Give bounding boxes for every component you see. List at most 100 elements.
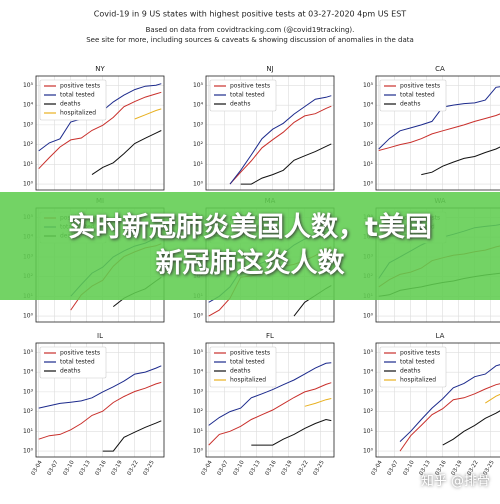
legend-label: hospitalized [60,110,96,117]
y-tick-label: 10⁵ [363,349,374,356]
chart-title: LA [436,332,445,340]
x-tick-label: 03-16 [95,459,108,476]
chart-title: CA [435,65,445,73]
legend-label: deaths [230,368,250,375]
chart-title: NY [95,65,105,73]
y-tick-label: 10³ [193,388,204,395]
y-tick-label: 10⁴ [193,369,204,376]
series-line [304,398,332,407]
y-tick-label: 10⁰ [23,448,34,455]
series-line [102,420,162,452]
plot-frame [375,342,500,458]
y-tick-label: 10⁰ [193,313,204,320]
y-tick-label: 10⁰ [193,181,204,188]
figure-subtitle: See site for more, including sources & c… [86,36,414,44]
legend-label: total tested [230,359,265,366]
legend-label: deaths [400,101,420,108]
x-tick-label: 03-07 [387,459,400,476]
x-tick-label: 03-07 [217,459,230,476]
y-tick-label: 10⁴ [23,102,34,109]
y-tick-label: 10¹ [363,428,374,435]
y-tick-label: 10⁰ [363,313,374,320]
legend-label: positive tests [60,83,100,90]
legend-box [209,346,277,388]
series-line [399,364,500,442]
y-tick-label: 10⁰ [363,181,374,188]
y-tick-label: 10⁰ [193,448,204,455]
figure-title: Covid-19 in 9 US states with highest pos… [94,10,407,19]
series-line [421,146,500,176]
series-line [240,143,332,185]
series-line [229,105,332,185]
y-tick-label: 10¹ [363,161,374,168]
series-line [378,113,500,151]
y-tick-label: 10¹ [23,428,34,435]
chart-title: IL [97,332,103,340]
legend-label: total tested [60,359,95,366]
y-tick-label: 10³ [363,121,374,128]
legend-label: deaths [230,101,250,108]
x-tick-label: 03-19 [281,459,294,476]
y-tick-label: 10³ [363,388,374,395]
y-tick-label: 10⁰ [23,181,34,188]
legend-label: hospitalized [400,377,436,384]
legend-label: hospitalized [230,377,266,384]
plot-frame [35,75,165,191]
y-tick-label: 10⁴ [23,369,34,376]
x-tick-label: 03-04 [371,459,384,476]
y-tick-label: 10² [363,408,374,415]
y-tick-label: 10⁵ [23,349,34,356]
x-tick-label: 03-22 [127,460,140,477]
x-tick-label: 03-04 [201,459,214,476]
legend-label: total tested [400,92,435,99]
y-tick-label: 10³ [23,388,34,395]
plot-frame [375,75,500,191]
legend-label: total tested [400,359,435,366]
legend-label: positive tests [400,83,440,90]
legend-label: total tested [60,92,95,99]
y-tick-label: 10¹ [193,161,204,168]
legend-label: deaths [400,368,420,375]
series-line [442,410,500,446]
y-tick-label: 10⁵ [23,82,34,89]
x-tick-label: 03-16 [265,459,278,476]
series-line [38,91,162,170]
x-tick-label: 03-10 [63,459,76,476]
x-tick-label: 03-13 [249,459,262,476]
x-tick-label: 03-10 [403,459,416,476]
series-line [208,362,332,426]
series-line [134,108,162,120]
y-tick-label: 10⁵ [193,82,204,89]
series-line [229,95,332,185]
legend-label: deaths [60,368,80,375]
banner-line: 实时新冠肺炎美国人数，t美国 [68,212,432,243]
plot-frame [205,75,335,191]
y-tick-label: 10² [23,408,34,415]
y-tick-label: 10³ [193,121,204,128]
x-tick-label: 03-10 [233,459,246,476]
x-tick-label: 03-22 [297,460,310,477]
chart-title: FL [266,332,274,340]
y-tick-label: 10¹ [23,161,34,168]
y-tick-label: 10² [193,141,204,148]
legend-box [39,346,107,379]
series-line [399,383,500,452]
y-tick-label: 10⁴ [363,102,374,109]
legend-label: positive tests [60,350,100,357]
y-tick-label: 10⁰ [363,448,374,455]
x-tick-label: 03-25 [313,459,326,476]
legend-box [379,79,447,112]
legend-label: total tested [230,92,265,99]
x-tick-label: 03-04 [31,459,44,476]
legend-label: positive tests [400,350,440,357]
plot-frame [205,342,335,458]
legend-box [209,79,277,112]
watermark: 知乎 @排骨 [420,474,490,489]
figure-subtitle: Based on data from covidtracking.com (@c… [146,26,355,34]
legend-box [39,79,107,121]
plot-frame [35,342,165,458]
y-tick-label: 10⁵ [193,349,204,356]
y-tick-label: 10³ [23,121,34,128]
series-line [38,365,162,409]
